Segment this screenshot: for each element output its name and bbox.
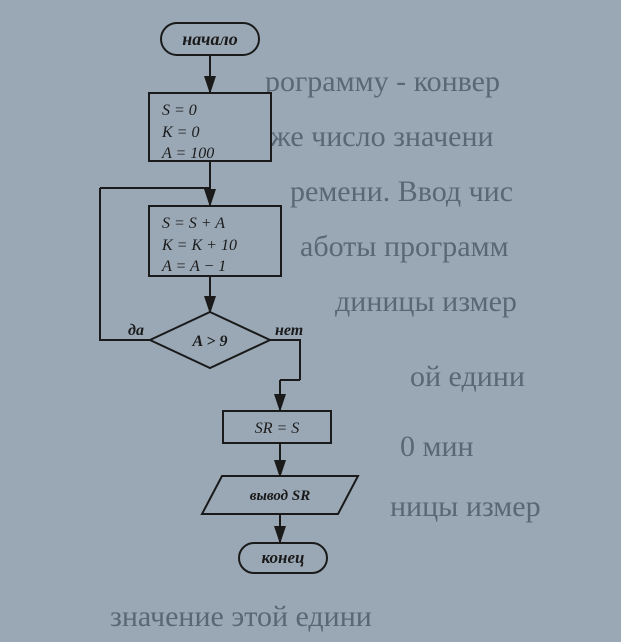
start-node: начало	[160, 22, 260, 56]
end-node: конец	[238, 542, 328, 574]
yes-label: да	[128, 322, 144, 340]
start-label: начало	[182, 29, 237, 50]
init-line-2: A = 100	[162, 143, 258, 165]
loop-line-1: K = K + 10	[162, 235, 268, 257]
loop-line-0: S = S + A	[162, 213, 268, 235]
init-line-0: S = 0	[162, 100, 258, 122]
loop-line-2: A = A − 1	[162, 256, 268, 278]
init-node: S = 0 K = 0 A = 100	[148, 92, 272, 162]
assign-node: SR = S	[222, 410, 332, 444]
loop-node: S = S + A K = K + 10 A = A − 1	[148, 205, 282, 277]
output-label: вывод SR	[250, 488, 310, 504]
end-label: конец	[262, 548, 305, 568]
assign-line-0: SR = S	[255, 420, 300, 437]
decision-label: A > 9	[192, 333, 228, 350]
flowchart: A > 9 вывод SR начало S = 0 K = 0 A = 10…	[0, 0, 621, 642]
init-line-1: K = 0	[162, 122, 258, 144]
no-label: нет	[275, 322, 303, 340]
